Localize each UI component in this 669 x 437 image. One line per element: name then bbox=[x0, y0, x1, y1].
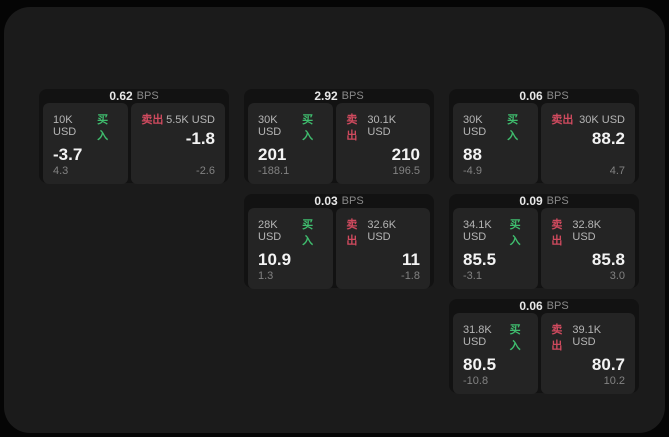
sell-delta: 3.0 bbox=[609, 269, 625, 282]
sell-side-label: 卖出 bbox=[346, 114, 358, 142]
buy-price: 201 bbox=[258, 145, 287, 164]
buy-tile[interactable]: 30K USD 买入 201 -188.1 bbox=[248, 103, 334, 184]
sell-side-label: 卖出 bbox=[141, 114, 164, 126]
buy-size: 30K USD bbox=[463, 114, 487, 138]
buy-price: 80.5 bbox=[463, 355, 497, 374]
sell-side-label: 卖出 bbox=[551, 219, 563, 247]
buy-size: 28K USD bbox=[258, 219, 282, 243]
buy-delta: -10.8 bbox=[463, 374, 489, 387]
buy-delta: 1.3 bbox=[258, 269, 274, 282]
buy-tile[interactable]: 34.1K USD 买入 85.5 -3.1 bbox=[453, 208, 539, 289]
sell-tile[interactable]: 卖出 5.5K USD -1.8 -2.6 bbox=[131, 103, 225, 184]
sell-tile[interactable]: 卖出 39.1K USD 80.7 10.2 bbox=[541, 313, 635, 394]
sell-price: 210 bbox=[391, 145, 420, 164]
spread-header: 0.09 BPS bbox=[449, 194, 639, 208]
quote-tiles: 34.1K USD 买入 85.5 -3.1 卖出 32.8K USD 85.8… bbox=[453, 208, 635, 289]
spread-header: 0.62 BPS bbox=[39, 89, 229, 103]
quote-tiles: 28K USD 买入 10.9 1.3 卖出 32.6K USD 11 -1.8 bbox=[248, 208, 430, 289]
buy-size: 31.8K USD bbox=[463, 324, 492, 348]
sell-delta: 196.5 bbox=[392, 164, 420, 177]
quote-tiles: 10K USD 买入 -3.7 4.3 卖出 5.5K USD -1.8 -2.… bbox=[43, 103, 225, 184]
sell-delta: -2.6 bbox=[196, 164, 215, 177]
quote-card: 2.92 BPS 30K USD 买入 201 -188.1 卖出 30.1K … bbox=[244, 89, 434, 184]
buy-delta: -188.1 bbox=[258, 164, 290, 177]
spread-header: 0.06 BPS bbox=[449, 89, 639, 103]
sell-size: 39.1K USD bbox=[572, 324, 602, 348]
spread-value: 0.06 bbox=[519, 89, 543, 103]
buy-tile[interactable]: 28K USD 买入 10.9 1.3 bbox=[248, 208, 334, 289]
spread-value: 0.09 bbox=[519, 194, 543, 208]
app-window: 0.62 BPS 10K USD 买入 -3.7 4.3 卖出 5.5K USD… bbox=[4, 7, 665, 433]
quote-card: 0.03 BPS 28K USD 买入 10.9 1.3 卖出 32.6K US… bbox=[244, 194, 434, 289]
sell-delta: -1.8 bbox=[401, 269, 420, 282]
quote-tiles: 30K USD 买入 201 -188.1 卖出 30.1K USD 210 1… bbox=[248, 103, 430, 184]
buy-side-label: 买入 bbox=[97, 114, 109, 142]
buy-size: 34.1K USD bbox=[463, 219, 492, 243]
buy-delta: 4.3 bbox=[53, 164, 69, 177]
sell-tile[interactable]: 卖出 32.8K USD 85.8 3.0 bbox=[541, 208, 635, 289]
sell-delta: 10.2 bbox=[603, 374, 625, 387]
sell-size: 5.5K USD bbox=[166, 114, 215, 126]
buy-side-label: 买入 bbox=[302, 114, 314, 142]
spread-unit: BPS bbox=[546, 300, 569, 312]
sell-size: 30.1K USD bbox=[367, 114, 397, 138]
spread-value: 2.92 bbox=[314, 89, 338, 103]
quote-card: 0.06 BPS 30K USD 买入 88 -4.9 卖出 30K USD 8… bbox=[449, 89, 639, 184]
sell-tile[interactable]: 卖出 32.6K USD 11 -1.8 bbox=[336, 208, 430, 289]
buy-side-label: 买入 bbox=[509, 219, 521, 247]
sell-size: 30K USD bbox=[579, 114, 625, 126]
quote-card: 0.62 BPS 10K USD 买入 -3.7 4.3 卖出 5.5K USD… bbox=[39, 89, 229, 184]
spread-unit: BPS bbox=[546, 195, 569, 207]
sell-side-label: 卖出 bbox=[551, 324, 563, 352]
buy-side-label: 买入 bbox=[509, 324, 521, 352]
sell-tile[interactable]: 卖出 30K USD 88.2 4.7 bbox=[541, 103, 635, 184]
quote-card: 0.09 BPS 34.1K USD 买入 85.5 -3.1 卖出 32.8K… bbox=[449, 194, 639, 289]
spread-value: 0.03 bbox=[314, 194, 338, 208]
buy-size: 30K USD bbox=[258, 114, 282, 138]
sell-price: -1.8 bbox=[185, 129, 215, 148]
buy-delta: -4.9 bbox=[463, 164, 482, 177]
sell-side-label: 卖出 bbox=[346, 219, 358, 247]
sell-price: 80.7 bbox=[591, 355, 625, 374]
buy-tile[interactable]: 10K USD 买入 -3.7 4.3 bbox=[43, 103, 129, 184]
spread-unit: BPS bbox=[341, 90, 364, 102]
sell-tile[interactable]: 卖出 30.1K USD 210 196.5 bbox=[336, 103, 430, 184]
buy-side-label: 买入 bbox=[507, 114, 519, 142]
spread-unit: BPS bbox=[136, 90, 159, 102]
spread-value: 0.06 bbox=[519, 299, 543, 313]
sell-price: 88.2 bbox=[591, 129, 625, 148]
sell-price: 85.8 bbox=[591, 250, 625, 269]
quote-card: 0.06 BPS 31.8K USD 买入 80.5 -10.8 卖出 39.1… bbox=[449, 299, 639, 394]
sell-size: 32.6K USD bbox=[367, 219, 397, 243]
buy-delta: -3.1 bbox=[463, 269, 482, 282]
buy-side-label: 买入 bbox=[302, 219, 314, 247]
sell-price: 11 bbox=[402, 250, 420, 269]
spread-header: 2.92 BPS bbox=[244, 89, 434, 103]
quote-tiles: 31.8K USD 买入 80.5 -10.8 卖出 39.1K USD 80.… bbox=[453, 313, 635, 394]
buy-price: 10.9 bbox=[258, 250, 292, 269]
buy-price: 85.5 bbox=[463, 250, 497, 269]
buy-tile[interactable]: 31.8K USD 买入 80.5 -10.8 bbox=[453, 313, 539, 394]
spread-unit: BPS bbox=[341, 195, 364, 207]
buy-price: -3.7 bbox=[53, 145, 83, 164]
sell-side-label: 卖出 bbox=[551, 114, 574, 126]
spread-header: 0.06 BPS bbox=[449, 299, 639, 313]
buy-price: 88 bbox=[463, 145, 482, 164]
buy-size: 10K USD bbox=[53, 114, 77, 138]
spread-value: 0.62 bbox=[109, 89, 133, 103]
spread-header: 0.03 BPS bbox=[244, 194, 434, 208]
spread-unit: BPS bbox=[546, 90, 569, 102]
quote-tiles: 30K USD 买入 88 -4.9 卖出 30K USD 88.2 4.7 bbox=[453, 103, 635, 184]
buy-tile[interactable]: 30K USD 买入 88 -4.9 bbox=[453, 103, 539, 184]
sell-delta: 4.7 bbox=[609, 164, 625, 177]
sell-size: 32.8K USD bbox=[572, 219, 602, 243]
